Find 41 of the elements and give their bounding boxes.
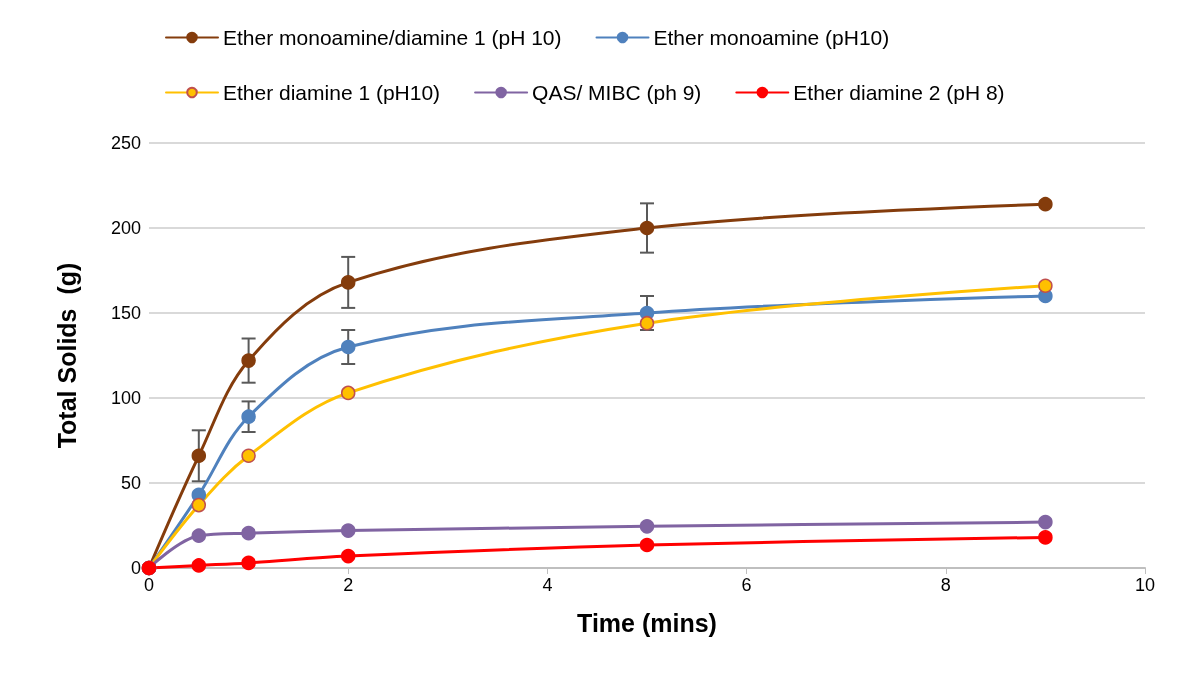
point [241, 555, 256, 571]
x-axis-title: Time (mins) [577, 608, 717, 637]
point [191, 528, 207, 543]
x-tick-label: 4 [542, 575, 553, 595]
y-tick-label: 0 [130, 558, 141, 578]
y-tick-label: 100 [110, 388, 141, 408]
point [1038, 196, 1053, 212]
x-tick-label: 0 [143, 575, 155, 595]
x-tick-label: 10 [1134, 575, 1156, 595]
legend-label: Ether diamine 1 (pH10) [223, 81, 441, 104]
point [1038, 530, 1053, 545]
y-tick-label: 200 [110, 218, 141, 238]
legend-label: QAS/ MIBC (ph 9) [532, 81, 702, 104]
y-tick-label: 150 [110, 303, 141, 323]
point [639, 315, 655, 331]
point [340, 275, 356, 290]
point [191, 558, 207, 573]
point [241, 448, 256, 464]
legend-label: Ether diamine 2 (pH 8) [793, 81, 1005, 104]
point [639, 519, 655, 534]
point [191, 448, 207, 464]
legend-label: Ether monoamine/diamine 1 (pH 10) [223, 26, 562, 49]
y-axis-title: Total Solids (g) [52, 262, 81, 449]
point [1038, 278, 1053, 294]
x-tick-label: 2 [343, 575, 354, 595]
x-tick-label: 8 [940, 575, 951, 595]
point [241, 525, 256, 541]
point [639, 537, 655, 553]
point [1038, 514, 1053, 530]
point [340, 339, 356, 355]
point [340, 523, 356, 538]
point [241, 353, 256, 368]
x-tick-label: 6 [741, 575, 752, 595]
point [639, 220, 655, 236]
legend-label: Ether monoamine (pH10) [653, 26, 890, 49]
y-tick-label: 50 [120, 473, 141, 493]
point [340, 548, 356, 564]
point [191, 497, 207, 513]
point [241, 409, 256, 424]
point [340, 385, 356, 401]
y-tick-label: 250 [110, 133, 141, 153]
